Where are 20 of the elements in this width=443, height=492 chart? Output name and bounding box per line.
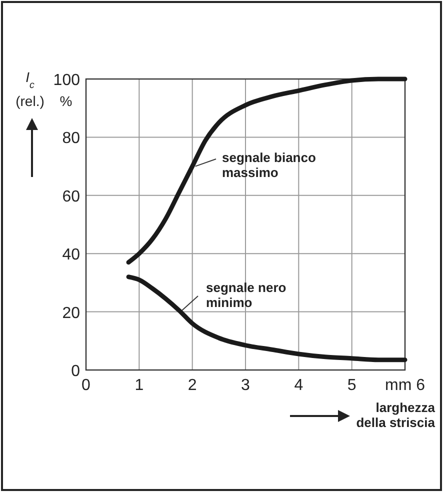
text: % — [60, 93, 72, 109]
y-tick-label: 60 — [62, 188, 80, 206]
y-tick-label: 0 — [71, 363, 80, 380]
x-tick-label: 2 — [188, 377, 197, 394]
x-tick-label: 1 — [134, 377, 144, 394]
y-tick-label: 80 — [62, 130, 80, 148]
y-tick-label: 40 — [62, 246, 80, 264]
x-tick-label: 3 — [241, 377, 250, 394]
x-tick-label: 0 — [82, 377, 91, 394]
x-tick-label: mm 6 — [385, 377, 426, 394]
series-label: segnale nero minimo — [206, 280, 286, 310]
series-label: segnale bianco massimo — [222, 150, 316, 180]
y-axis-title: I$_{c}$ (rel.) — [16, 69, 44, 109]
x-axis-title: larghezza della striscia — [356, 400, 436, 430]
x-tick-label: 5 — [347, 377, 356, 394]
x-tick-label: 4 — [294, 377, 304, 394]
line-series — [126, 274, 408, 362]
y-tick-label: 100 — [53, 72, 80, 89]
line-series — [126, 76, 408, 265]
y-tick-label: 20 — [62, 304, 80, 322]
